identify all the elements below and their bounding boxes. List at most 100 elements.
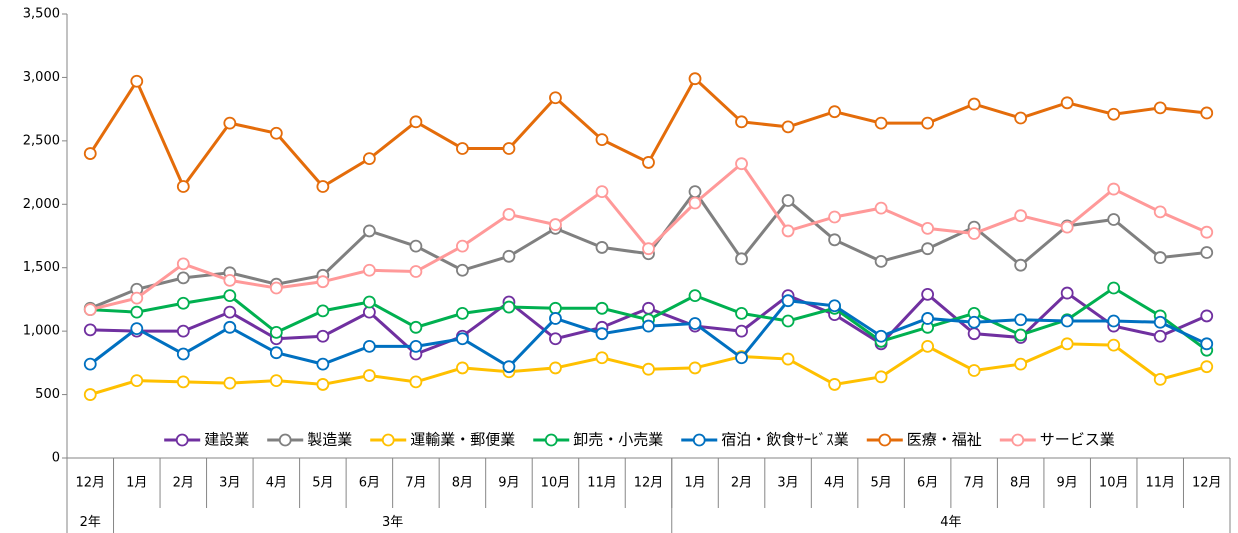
data-point bbox=[781, 314, 795, 328]
data-point bbox=[223, 116, 237, 130]
x-group-label: 2年 bbox=[80, 515, 101, 530]
x-tick-label: 3月 bbox=[219, 476, 240, 491]
data-point bbox=[874, 116, 888, 130]
data-point bbox=[456, 239, 469, 253]
y-tick-label: 2,500 bbox=[23, 133, 60, 148]
data-point bbox=[688, 361, 702, 375]
data-point bbox=[874, 370, 888, 384]
data-point bbox=[223, 320, 237, 334]
legend-marker bbox=[544, 433, 558, 447]
data-point bbox=[316, 304, 330, 318]
data-point bbox=[409, 239, 423, 253]
data-point bbox=[1107, 281, 1121, 295]
data-point bbox=[781, 224, 795, 238]
data-point bbox=[1153, 101, 1167, 115]
data-point bbox=[176, 180, 190, 193]
data-point bbox=[223, 289, 237, 303]
data-point bbox=[688, 72, 702, 86]
data-point bbox=[83, 303, 97, 316]
data-point bbox=[1014, 328, 1028, 342]
data-point bbox=[595, 185, 609, 199]
data-point bbox=[409, 115, 423, 129]
data-point bbox=[456, 142, 469, 155]
y-tick-label: 1,500 bbox=[23, 260, 60, 275]
data-point bbox=[595, 241, 609, 254]
data-point bbox=[1014, 357, 1028, 371]
x-tick-label: 7月 bbox=[405, 476, 426, 491]
data-point bbox=[735, 351, 748, 365]
legend-label: 医療・福祉 bbox=[907, 431, 982, 449]
data-point bbox=[828, 233, 841, 247]
data-point bbox=[735, 157, 748, 171]
data-point bbox=[642, 319, 655, 333]
data-point bbox=[921, 339, 935, 353]
legend-label: 製造業 bbox=[307, 431, 352, 449]
data-point bbox=[1107, 182, 1121, 196]
data-point bbox=[1060, 314, 1074, 328]
x-tick-label: 4月 bbox=[824, 476, 845, 491]
data-point bbox=[735, 324, 748, 338]
x-tick-label: 1月 bbox=[684, 476, 705, 491]
data-point bbox=[688, 196, 702, 210]
legend-marker bbox=[692, 433, 706, 447]
data-point bbox=[595, 301, 609, 315]
data-point bbox=[362, 263, 376, 277]
data-point bbox=[130, 74, 144, 88]
data-point bbox=[409, 339, 423, 353]
data-point bbox=[362, 152, 376, 166]
data-point bbox=[1107, 314, 1121, 328]
data-point bbox=[456, 332, 469, 346]
data-point bbox=[1014, 209, 1028, 223]
data-point bbox=[1200, 225, 1214, 239]
data-point bbox=[828, 210, 841, 224]
data-point bbox=[1200, 246, 1214, 259]
data-point bbox=[1200, 106, 1214, 120]
legend-marker bbox=[878, 433, 892, 447]
data-point bbox=[874, 329, 888, 343]
data-point bbox=[269, 326, 283, 339]
data-point bbox=[1107, 338, 1121, 352]
data-point bbox=[362, 339, 376, 353]
data-point bbox=[362, 295, 376, 309]
x-tick-label: 3月 bbox=[777, 476, 798, 491]
data-point bbox=[1060, 337, 1074, 351]
data-point bbox=[269, 126, 283, 140]
data-point bbox=[176, 271, 190, 285]
data-point bbox=[409, 265, 423, 278]
data-point bbox=[502, 300, 516, 314]
data-point bbox=[688, 317, 702, 330]
data-point bbox=[176, 324, 190, 338]
data-point bbox=[828, 299, 841, 313]
data-point bbox=[735, 115, 748, 129]
x-tick-label: 11月 bbox=[1145, 476, 1175, 491]
y-tick-label: 2,000 bbox=[23, 197, 60, 212]
legend-label: 卸売・小売業 bbox=[573, 431, 663, 449]
data-point bbox=[642, 242, 655, 256]
data-point bbox=[1200, 360, 1214, 374]
data-point bbox=[781, 352, 795, 366]
data-point bbox=[549, 361, 562, 375]
data-point bbox=[362, 369, 376, 382]
x-group-label: 3年 bbox=[382, 515, 403, 530]
data-point bbox=[83, 323, 97, 337]
x-tick-label: 12月 bbox=[75, 476, 105, 491]
data-point bbox=[828, 378, 841, 391]
data-point bbox=[735, 252, 748, 266]
data-point bbox=[688, 185, 702, 199]
data-point bbox=[1153, 372, 1167, 386]
data-point bbox=[83, 147, 97, 160]
x-tick-label: 12月 bbox=[1192, 476, 1222, 491]
data-point bbox=[83, 357, 97, 371]
data-point bbox=[316, 180, 330, 193]
data-point bbox=[176, 375, 190, 389]
data-point bbox=[362, 224, 376, 238]
data-point bbox=[223, 273, 237, 287]
data-point bbox=[269, 374, 283, 388]
data-point bbox=[316, 378, 330, 391]
data-point bbox=[409, 375, 423, 389]
y-tick-label: 0 bbox=[52, 451, 60, 466]
x-tick-label: 5月 bbox=[312, 476, 333, 491]
y-tick-label: 3,500 bbox=[23, 7, 60, 22]
data-point bbox=[1014, 258, 1028, 272]
legend-marker bbox=[278, 433, 292, 447]
